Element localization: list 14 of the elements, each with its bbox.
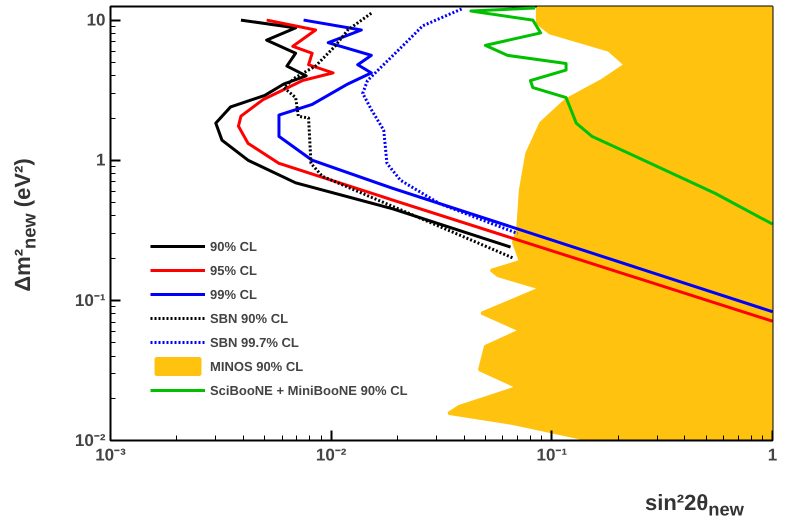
legend-label: SciBooNE + MiniBooNE 90% CL bbox=[210, 382, 408, 398]
legend-label: SBN 99.7% CL bbox=[210, 334, 299, 350]
legend-label: MINOS 90% CL bbox=[210, 358, 304, 374]
y-tick-label: 10 bbox=[86, 10, 106, 30]
x-tick-label: 10⁻¹ bbox=[536, 446, 568, 464]
y-tick-label: 10⁻¹ bbox=[74, 290, 106, 310]
x-tick-label: 1 bbox=[768, 446, 778, 464]
x-tick-label: 10⁻² bbox=[316, 446, 347, 464]
legend-label: 95% CL bbox=[210, 262, 257, 278]
x-axis-title: sin²2θ$_{new}$ bbox=[644, 490, 744, 522]
legend-label: 99% CL bbox=[210, 286, 257, 302]
legend-label: 90% CL bbox=[210, 238, 257, 254]
legend-label: SBN 90% CL bbox=[210, 310, 288, 326]
y-tick-label: 1 bbox=[96, 150, 106, 170]
